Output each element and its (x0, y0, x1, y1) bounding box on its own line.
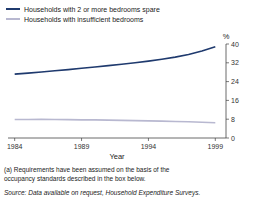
axes: 1984 1989 1994 1999 0 8 16 24 32 40 (7, 41, 239, 151)
x-tick-label: 1999 (208, 143, 224, 150)
y-tick (226, 81, 229, 82)
x-tick (148, 138, 149, 141)
legend-swatch (6, 8, 20, 10)
y-axis-line (226, 44, 227, 138)
y-tick (226, 119, 229, 120)
footnote: (a) Requirements have been assumed on th… (4, 166, 170, 174)
chart: Households with 2 or more bedrooms spare… (0, 0, 258, 206)
x-tick-label: 1984 (7, 143, 23, 150)
series-line (15, 47, 216, 74)
y-tick-label: 24 (231, 78, 239, 85)
legend: Households with 2 or more bedrooms spare… (6, 6, 160, 23)
y-tick-label: 32 (231, 59, 239, 66)
x-tick-label: 1989 (74, 143, 90, 150)
x-axis-line (8, 138, 226, 139)
series-line (15, 119, 216, 123)
y-axis-label: % (223, 32, 230, 41)
y-tick-label: 40 (231, 41, 239, 48)
y-tick-label: 8 (231, 116, 235, 123)
legend-label: Households with insufficient bedrooms (24, 16, 144, 23)
y-tick-label: 0 (231, 135, 235, 142)
series-group (15, 47, 216, 123)
x-tick-label: 1994 (141, 143, 157, 150)
y-tick (226, 62, 229, 63)
y-tick (226, 100, 229, 101)
x-tick (14, 138, 15, 141)
footnote: Source: Data available on request, House… (4, 189, 200, 197)
y-tick (226, 138, 229, 139)
y-tick-label: 16 (231, 97, 239, 104)
x-axis-label: Year (109, 152, 125, 161)
footnote: occupancy standards described in the box… (4, 175, 146, 183)
y-tick (226, 44, 229, 45)
x-tick (81, 138, 82, 141)
x-tick (215, 138, 216, 141)
legend-label: Households with 2 or more bedrooms spare (24, 6, 160, 14)
legend-swatch (6, 18, 20, 20)
